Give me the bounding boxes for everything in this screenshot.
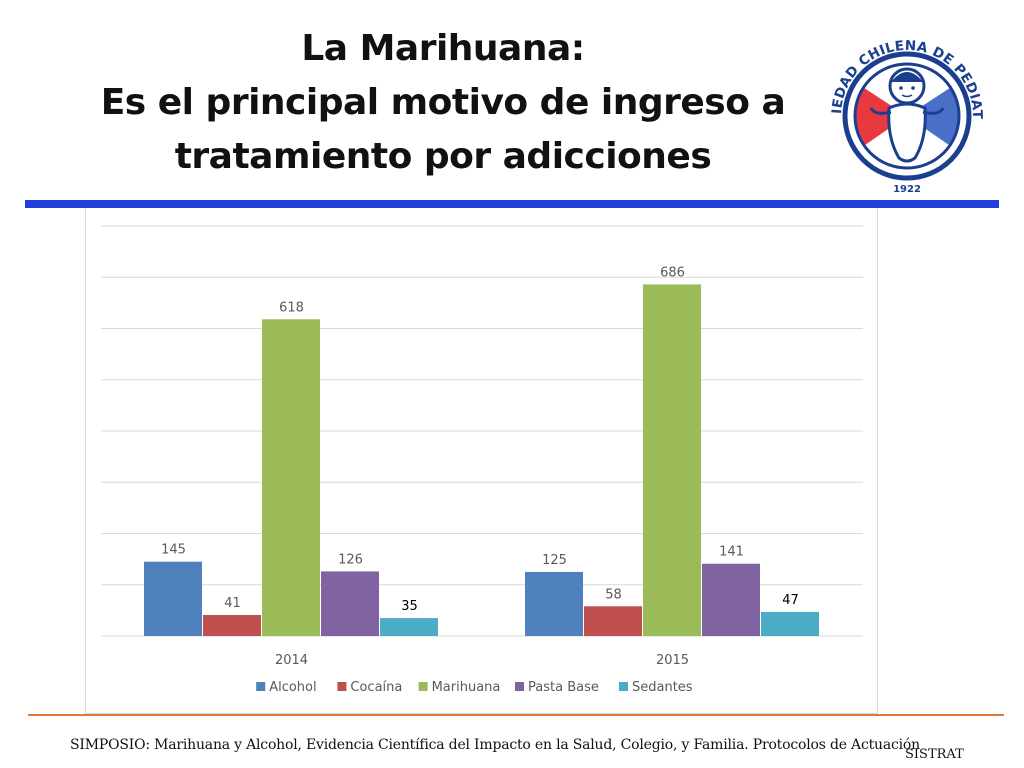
source-label: SISTRAT [905, 747, 964, 762]
data-label: 35 [401, 599, 418, 614]
bar-alcohol-2014 [144, 561, 202, 636]
x-tick-labels: 2014 2015 [275, 653, 689, 668]
data-label: 145 [161, 543, 186, 558]
bar-sedantes-2015 [761, 611, 819, 636]
data-labels: 145 41 618 126 35 125 58 686 141 47 [161, 265, 799, 614]
footer-text: SIMPOSIO: Marihuana y Alcohol, Evidencia… [70, 737, 920, 753]
title-divider [25, 200, 999, 208]
data-label: 58 [605, 587, 622, 602]
bar-pasta-base-2014 [321, 571, 379, 636]
bar-cocaína-2014 [203, 614, 261, 636]
bar-sedantes-2014 [380, 618, 438, 636]
society-logo: SOCIEDAD CHILENA DE PEDIATRIA 1922 [815, 12, 985, 195]
bar-marihuana-2015 [643, 284, 701, 636]
bar-alcohol-2015 [525, 571, 583, 636]
data-label: 126 [338, 552, 363, 567]
bars [144, 284, 819, 636]
legend-swatch [337, 682, 347, 691]
logo-year: 1922 [893, 184, 921, 195]
bar-cocaína-2015 [584, 606, 642, 636]
legend-label: Pasta Base [528, 680, 599, 695]
chart-area: 145 41 618 126 35 125 58 686 141 47 2014 2015 Alco… [85, 208, 878, 714]
legend-label: Sedantes [632, 680, 693, 695]
legend-label: Cocaína [350, 680, 402, 695]
data-label: 141 [719, 545, 744, 560]
bar-pasta-base-2015 [702, 563, 760, 636]
legend-swatch [418, 682, 428, 691]
legend-swatch [256, 682, 266, 691]
data-label: 41 [224, 596, 241, 611]
legend-swatch [515, 682, 524, 691]
legend-label: Marihuana [432, 680, 501, 695]
data-label: 618 [279, 300, 304, 315]
title-line-3: tratamiento por adicciones [174, 136, 712, 177]
legend-swatch [619, 682, 628, 691]
slide-title: La Marihuana: Es el principal motivo de … [60, 22, 826, 184]
child-figure-icon [869, 67, 945, 163]
bar-chart: 145 41 618 126 35 125 58 686 141 47 2014 2015 Alco… [101, 225, 863, 695]
bar-marihuana-2014 [262, 319, 320, 636]
legend-label: Alcohol [269, 680, 316, 695]
data-label: 47 [782, 593, 799, 608]
x-tick-label: 2015 [656, 653, 689, 668]
x-tick-label: 2014 [275, 653, 308, 668]
data-label: 125 [542, 553, 567, 568]
footer-divider [28, 714, 1004, 716]
title-line-1: La Marihuana: [301, 28, 585, 69]
legend: Alcohol Cocaína Marihuana Pasta Base Sedante… [256, 680, 693, 695]
data-label: 686 [660, 265, 685, 280]
title-line-2: Es el principal motivo de ingreso a [100, 82, 786, 123]
